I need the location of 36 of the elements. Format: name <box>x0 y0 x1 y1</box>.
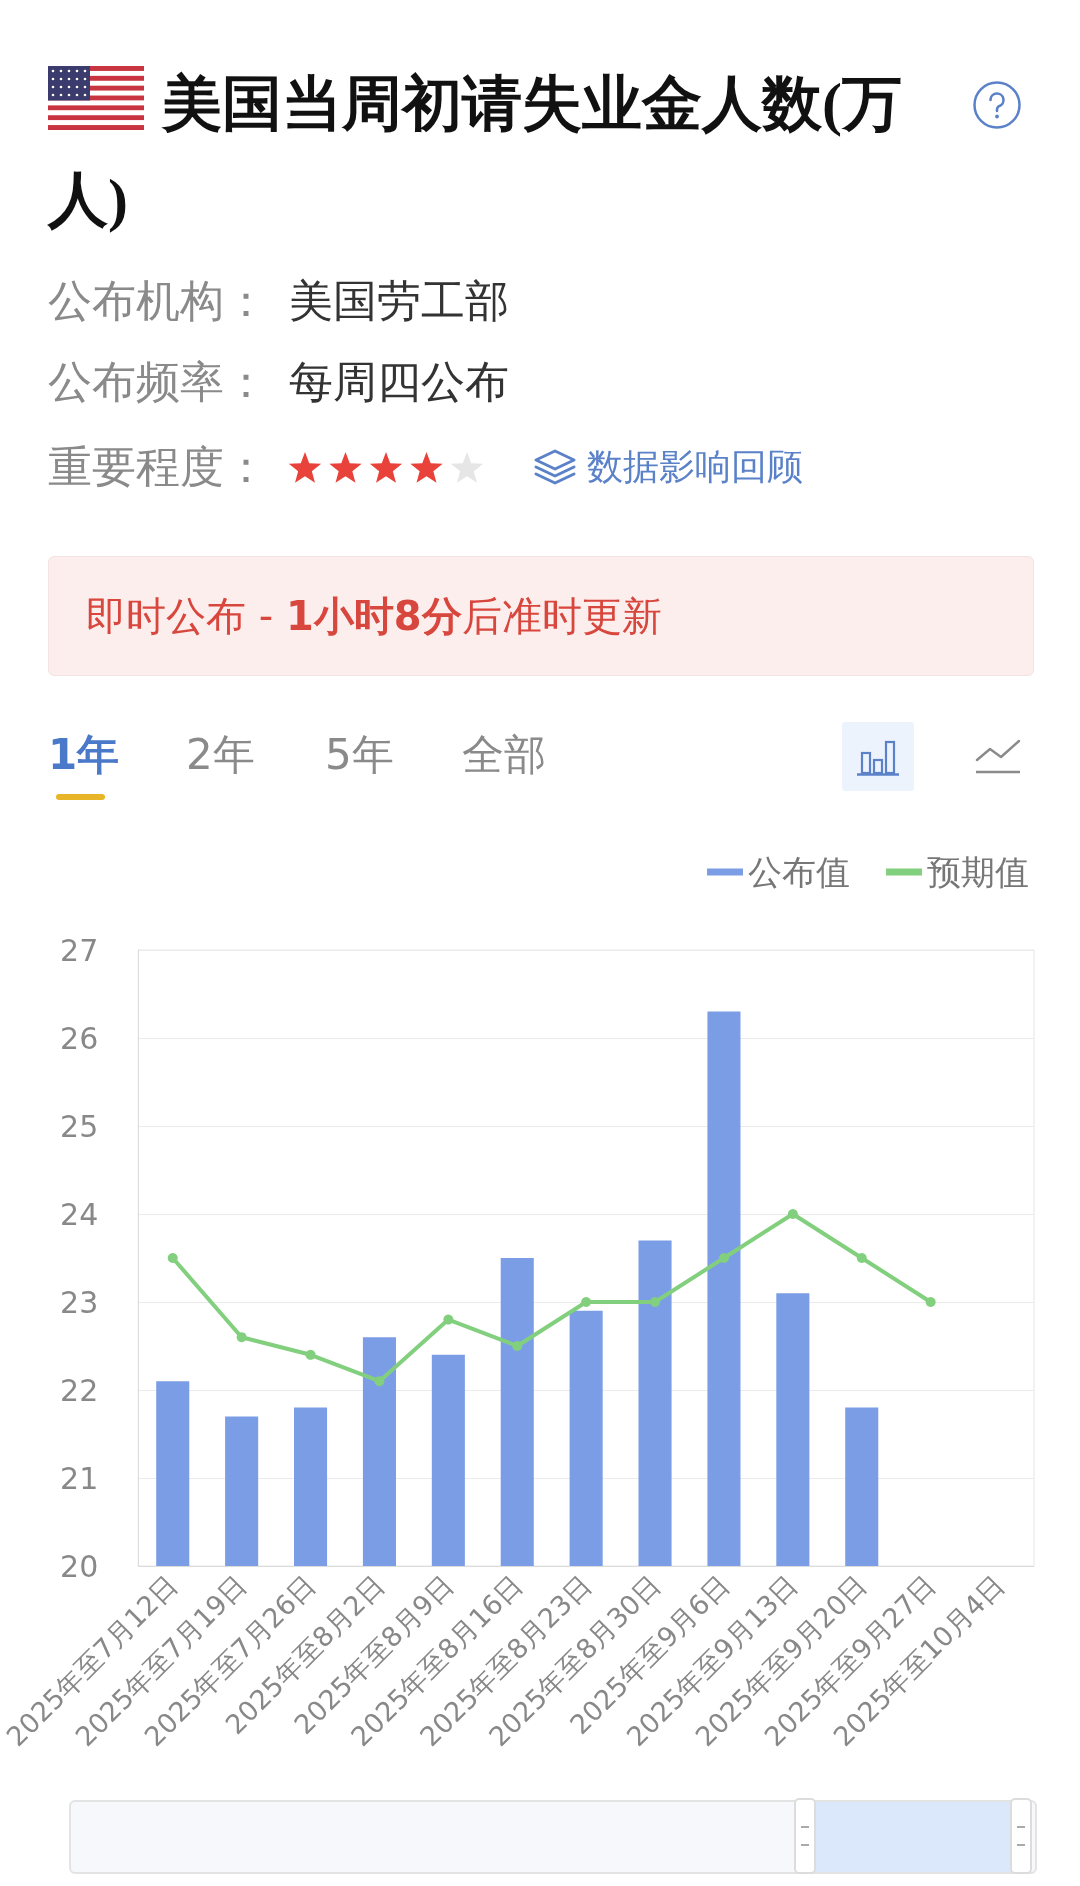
point <box>374 1376 385 1387</box>
point <box>718 1253 729 1263</box>
legend-label: 预期值 <box>927 852 1029 892</box>
text: 即时公布 - <box>86 593 275 639</box>
y-tick-label: 26 <box>60 1020 99 1056</box>
y-tick-label: 25 <box>60 1108 99 1144</box>
point <box>443 1314 454 1325</box>
text: 每周四公布 <box>289 355 509 409</box>
y-tick-label: 21 <box>60 1460 99 1496</box>
y-tick-label: 22 <box>60 1372 99 1408</box>
point <box>856 1253 867 1263</box>
y-tick-label: 23 <box>60 1284 99 1320</box>
point <box>650 1297 661 1307</box>
text: 数据影响回顾 <box>587 445 803 489</box>
point <box>787 1209 798 1219</box>
text: 全部 <box>462 729 546 781</box>
point <box>581 1297 592 1307</box>
point <box>512 1341 523 1351</box>
y-tick-label: 24 <box>60 1196 99 1232</box>
text: 美国劳工部 <box>289 274 509 328</box>
y-tick-label: 27 <box>60 932 99 968</box>
y-tick-label: 20 <box>60 1548 99 1584</box>
point <box>167 1253 178 1263</box>
text: 后准时更新 <box>461 593 662 639</box>
text: 1年 <box>48 729 120 781</box>
text: 公布机构： <box>48 274 268 328</box>
legend-label: 公布值 <box>748 852 850 892</box>
chart-title: 美国当周初请失业金人数(万人) <box>48 71 902 233</box>
point <box>925 1297 936 1307</box>
point <box>305 1349 316 1360</box>
text: 1小时8分 <box>285 593 462 639</box>
text: 2年 <box>186 729 255 781</box>
text: 公布频率： <box>48 355 268 409</box>
text: 重要程度： <box>48 440 268 494</box>
point <box>236 1332 247 1343</box>
text: 5年 <box>325 729 394 781</box>
